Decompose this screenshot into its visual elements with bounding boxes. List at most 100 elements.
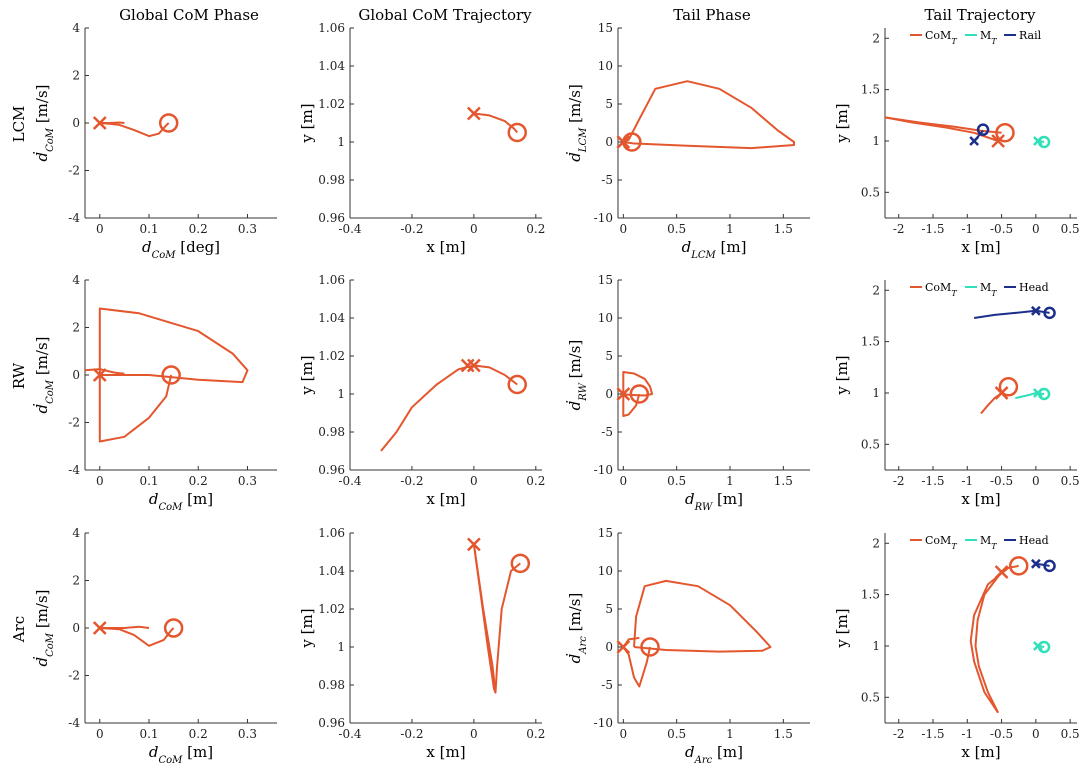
y-tick-label: 4 bbox=[72, 21, 80, 35]
x-tick-label: 0.5 bbox=[1061, 727, 1080, 741]
y-axis-label: y [m] bbox=[298, 103, 316, 143]
y-tick-label: 1.06 bbox=[318, 273, 345, 287]
subplot-1-1: -0.4 -0.2 0 0.2 0.96 0.98 1 1.02 1.04 1.06 x [m] y … bbox=[298, 273, 545, 508]
y-tick-label: 1 bbox=[872, 134, 880, 148]
x-tick-label: -2 bbox=[893, 222, 905, 236]
x-tick-label: 1 bbox=[726, 222, 734, 236]
x-tick-label: -0.4 bbox=[338, 727, 362, 741]
x-tick-label: 0.2 bbox=[189, 727, 208, 741]
y-tick-label: 0.96 bbox=[318, 211, 345, 225]
x-axis-label: dLCM [m] bbox=[682, 238, 747, 261]
y-tick-label: 2 bbox=[872, 283, 880, 297]
start-marker-0 bbox=[616, 387, 631, 401]
subplot-2-1: -0.4 -0.2 0 0.2 0.96 0.98 1 1.02 1.04 1.06 x [m] y … bbox=[298, 526, 545, 761]
y-axis-label: y [m] bbox=[833, 608, 851, 648]
y-tick-label: -2 bbox=[68, 669, 80, 683]
y-tick-label: 10 bbox=[598, 59, 613, 73]
x-tick-label: -1.5 bbox=[921, 727, 944, 741]
x-tick-label: -2 bbox=[893, 474, 905, 488]
y-tick-label: -10 bbox=[594, 211, 613, 225]
end-marker-1 bbox=[998, 377, 1019, 397]
legend: CoMT MT Rail bbox=[910, 29, 1042, 46]
y-tick-label: 0.5 bbox=[861, 185, 880, 199]
legend: CoMT MT Head bbox=[910, 534, 1049, 551]
x-tick-label: 0 bbox=[470, 222, 478, 236]
y-axis-label: ḋCoM [m/s] bbox=[33, 85, 56, 162]
legend-label-0: CoMT bbox=[925, 29, 957, 46]
column-title-1: Global CoM Trajectory bbox=[358, 6, 532, 24]
end-marker-1 bbox=[510, 553, 531, 574]
y-tick-label: 1.04 bbox=[318, 311, 345, 325]
end-marker-1 bbox=[158, 113, 179, 133]
x-tick-label: -0.2 bbox=[400, 474, 423, 488]
start-marker-0 bbox=[616, 640, 631, 654]
x-tick-label: 1 bbox=[726, 474, 734, 488]
x-tick-label: 0.2 bbox=[526, 222, 545, 236]
y-tick-label: 0.5 bbox=[861, 690, 880, 704]
x-axis-label: x [m] bbox=[426, 238, 465, 256]
x-axis-label: x [m] bbox=[961, 238, 1000, 256]
series-line-0 bbox=[974, 571, 1003, 714]
y-axis-label: y [m] bbox=[833, 103, 851, 143]
series-line-0 bbox=[380, 364, 518, 452]
y-axis-label: y [m] bbox=[833, 355, 851, 395]
legend-label-0: CoMT bbox=[925, 534, 957, 551]
end-marker-1 bbox=[1008, 556, 1029, 576]
x-axis-label: x [m] bbox=[961, 743, 1000, 761]
y-axis-label: ḋCoM [m/s] bbox=[33, 337, 56, 414]
y-axis-label: ḋLCM [m/s] bbox=[566, 84, 589, 162]
x-tick-label: 0 bbox=[470, 474, 478, 488]
y-tick-label: 1 bbox=[872, 386, 880, 400]
y-axis-label: ḋCoM [m/s] bbox=[33, 590, 56, 667]
y-tick-label: -2 bbox=[68, 164, 80, 178]
x-axis-label: dRW [m] bbox=[685, 490, 743, 513]
y-tick-label: 0 bbox=[72, 368, 80, 382]
x-axis-label: x [m] bbox=[426, 743, 465, 761]
y-tick-label: 0.5 bbox=[861, 437, 880, 451]
x-tick-label: 1.5 bbox=[774, 474, 793, 488]
subplot-0-2: 0 0.5 1 1.5 -10 -5 0 5 10 15 dLCM [m] ḋLCM [m/s] bbox=[566, 21, 810, 261]
y-tick-label: -4 bbox=[68, 716, 80, 730]
y-tick-label: 0.96 bbox=[318, 463, 345, 477]
series-line-0 bbox=[99, 627, 175, 647]
y-tick-label: -5 bbox=[601, 173, 613, 187]
end-marker-5 bbox=[1037, 387, 1051, 401]
x-tick-label: 0 bbox=[1032, 222, 1040, 236]
x-tick-label: 1 bbox=[726, 727, 734, 741]
y-tick-label: 1.5 bbox=[861, 83, 880, 97]
x-tick-label: 0.2 bbox=[526, 474, 545, 488]
end-marker-1 bbox=[629, 384, 650, 404]
y-tick-label: 1.06 bbox=[318, 526, 345, 540]
series-line-1 bbox=[99, 625, 150, 629]
subplot-2-2: 0 0.5 1 1.5 -10 -5 0 5 10 15 dArc [m] ḋArc [m/s] bbox=[566, 526, 810, 766]
row-label-1: RW bbox=[10, 362, 28, 389]
x-tick-label: 0.3 bbox=[238, 727, 257, 741]
series-line-2 bbox=[1035, 562, 1050, 567]
x-tick-label: -1 bbox=[961, 727, 973, 741]
y-tick-label: 0 bbox=[72, 116, 80, 130]
end-marker-1 bbox=[640, 637, 660, 657]
x-tick-label: 0.5 bbox=[1061, 474, 1080, 488]
y-tick-label: 0.98 bbox=[318, 173, 345, 187]
y-tick-label: 5 bbox=[605, 349, 613, 363]
x-axis-label: dCoM [m] bbox=[149, 743, 213, 766]
x-tick-label: -1 bbox=[961, 474, 973, 488]
start-marker-2 bbox=[969, 136, 980, 146]
y-tick-label: 0 bbox=[72, 621, 80, 635]
start-marker-0 bbox=[994, 565, 1009, 579]
y-tick-label: -10 bbox=[594, 463, 613, 477]
x-tick-label: -0.4 bbox=[338, 474, 362, 488]
series-line-1 bbox=[84, 368, 125, 375]
series-line-0 bbox=[622, 371, 654, 417]
subplot-1-2: 0 0.5 1 1.5 -10 -5 0 5 10 15 dRW [m] ḋRW [m/s] bbox=[566, 273, 810, 513]
end-marker-3 bbox=[1043, 306, 1056, 320]
subplot-1-0: 0 0.1 0.2 0.3 -4 -2 0 2 4 dCoM [m] ḋCoM [m/s] bbox=[33, 273, 277, 513]
y-tick-label: 0 bbox=[605, 387, 613, 401]
legend-label-2: Rail bbox=[1019, 29, 1042, 42]
y-tick-label: 1.5 bbox=[861, 588, 880, 602]
y-tick-label: 15 bbox=[598, 21, 613, 35]
y-tick-label: 15 bbox=[598, 273, 613, 287]
x-tick-label: -2 bbox=[893, 727, 905, 741]
series-line-0 bbox=[473, 112, 518, 134]
column-title-3: Tail Trajectory bbox=[925, 6, 1036, 24]
